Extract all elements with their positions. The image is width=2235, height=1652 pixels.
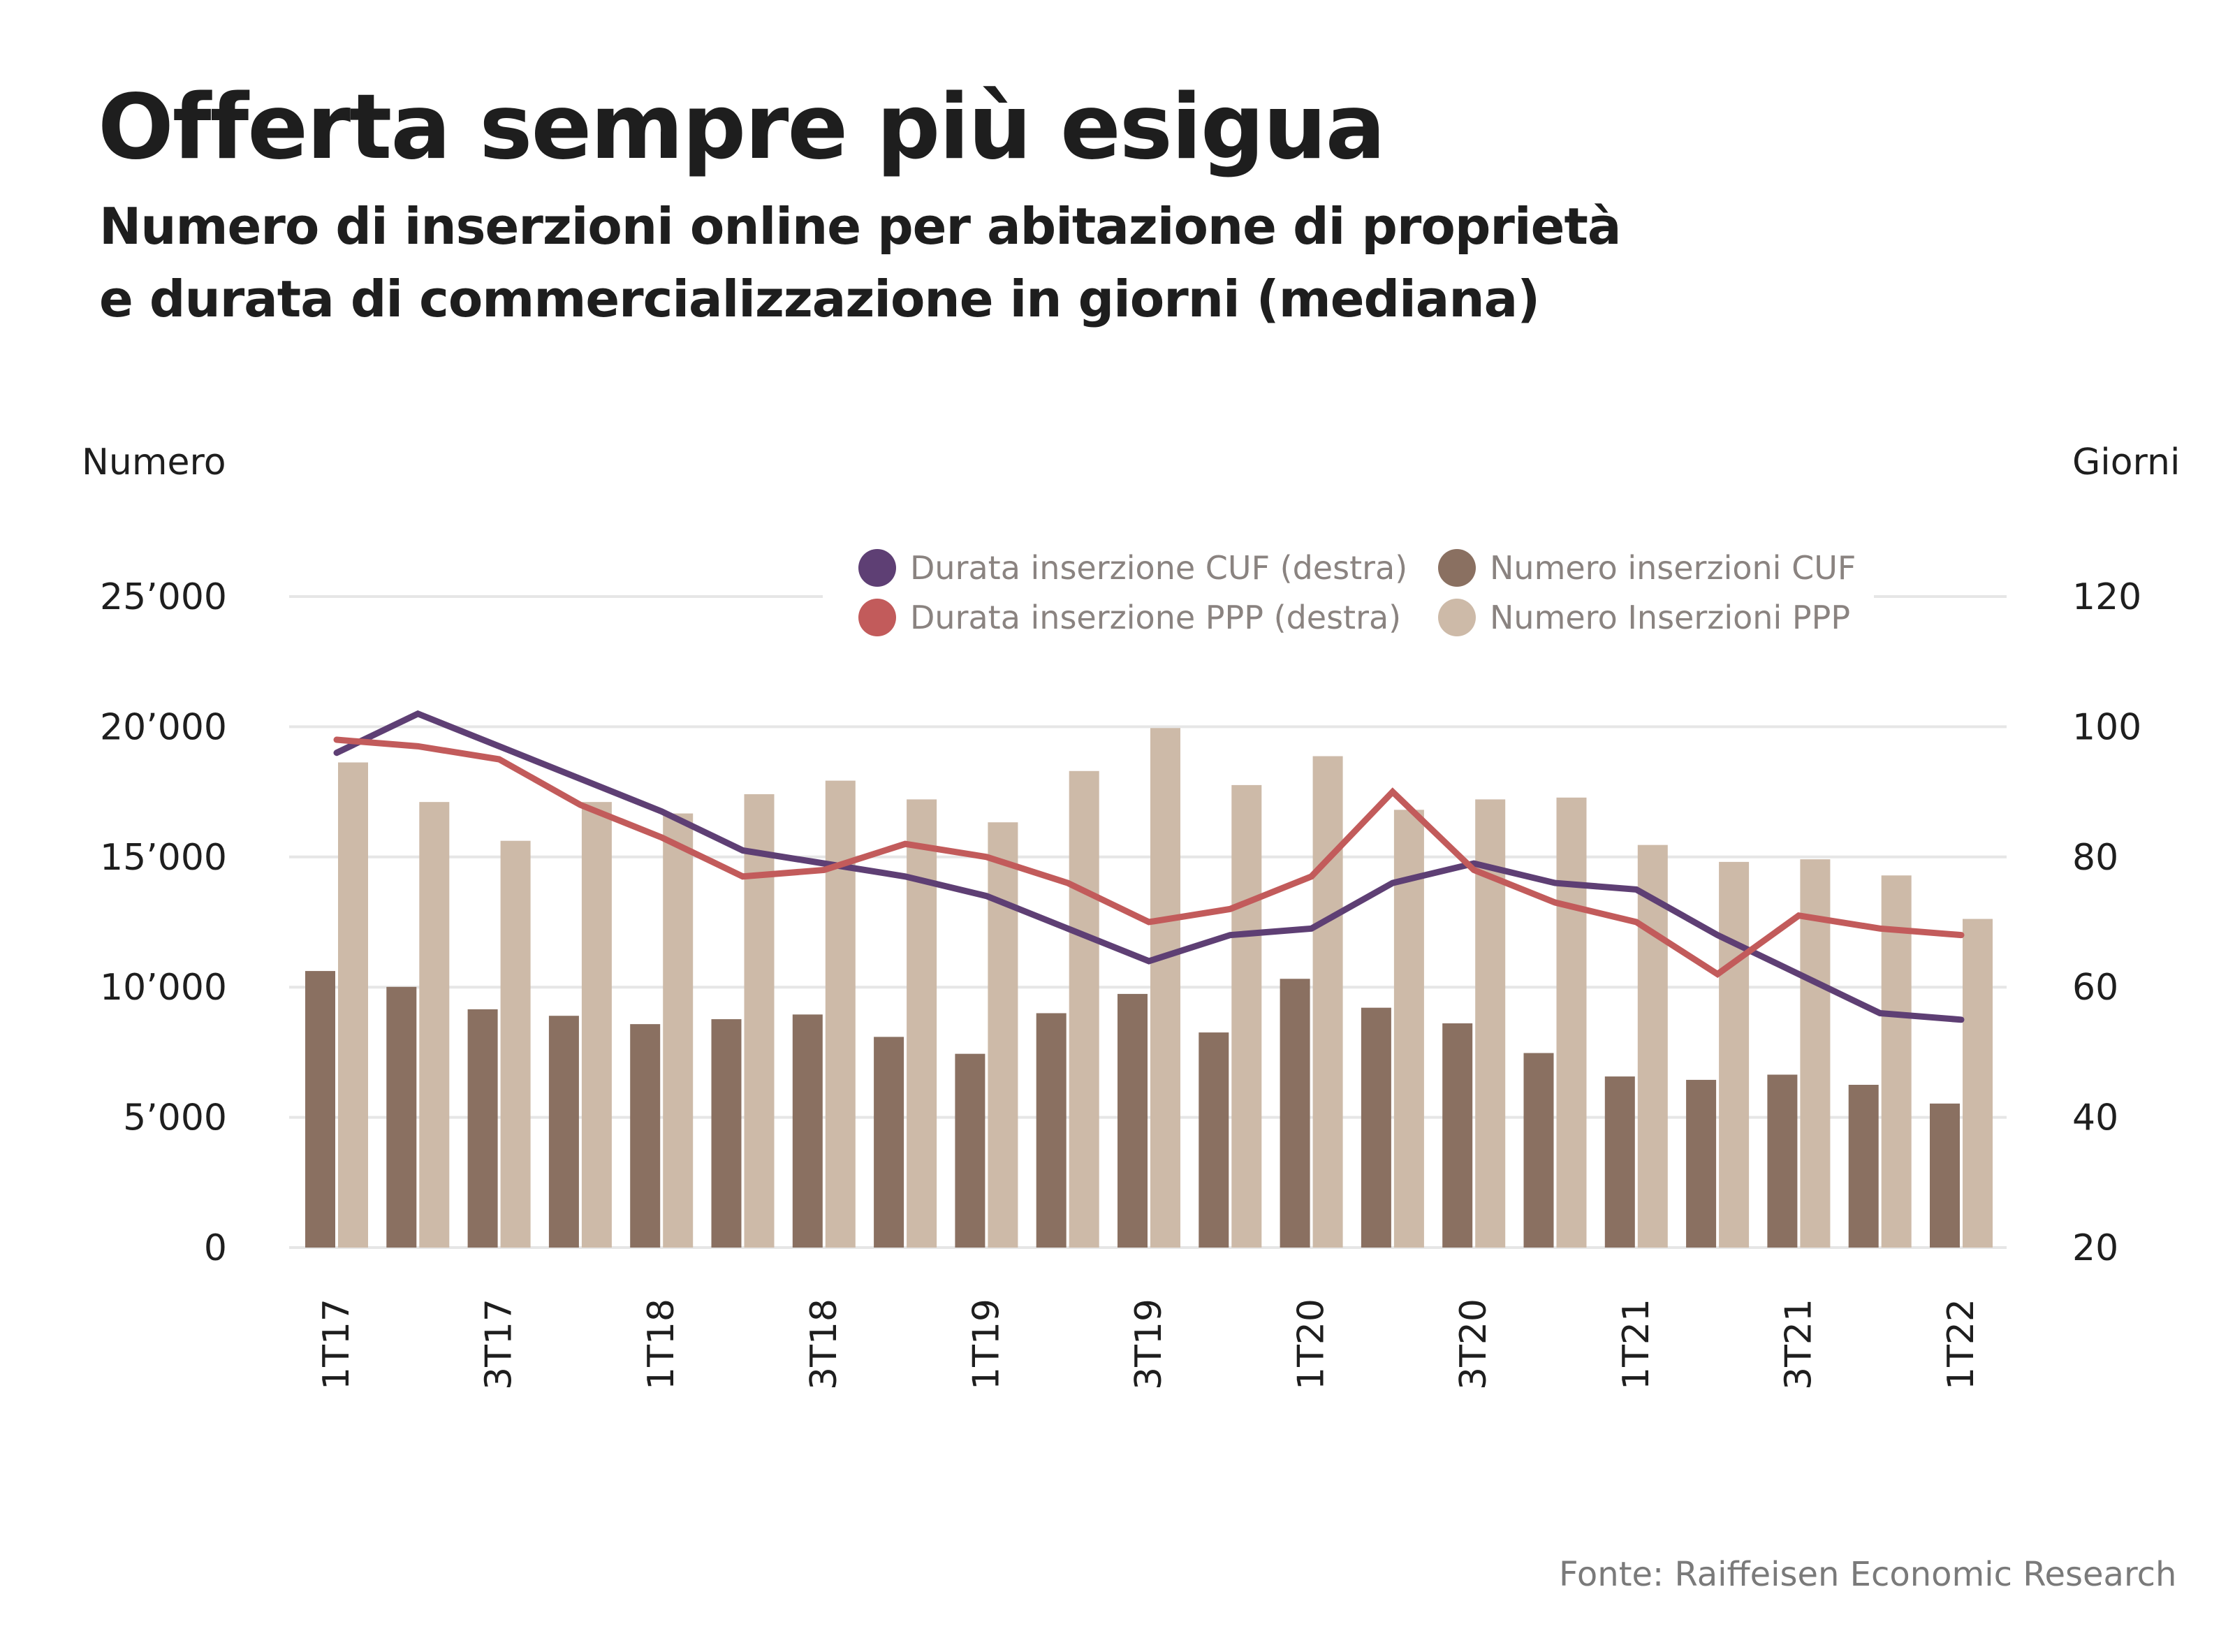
x-axis-tick-label: 3T20 xyxy=(1453,1299,1495,1390)
bar-numero-ppp xyxy=(907,799,937,1248)
line-durata-ppp xyxy=(333,736,1965,979)
bar-numero-ppp xyxy=(988,822,1018,1248)
bar-numero-ppp xyxy=(1963,919,1993,1248)
bar-numero-ppp xyxy=(581,802,612,1248)
x-axis-tick-label: 1T22 xyxy=(1940,1299,1982,1390)
bar-numero-cuf xyxy=(467,1009,498,1248)
bar-numero-ppp xyxy=(1881,875,1912,1248)
left-axis-tick-label: 10’000 xyxy=(100,967,227,1009)
bar-numero-cuf xyxy=(711,1019,742,1248)
bar-numero-cuf xyxy=(1036,1013,1067,1248)
bar-series xyxy=(305,728,1993,1248)
legend-marker-icon xyxy=(858,549,896,587)
x-axis-tick-label: 1T17 xyxy=(316,1299,358,1390)
bar-numero-cuf xyxy=(1930,1103,1960,1248)
bar-numero-ppp xyxy=(338,762,368,1248)
x-axis-tick-label: 1T18 xyxy=(640,1299,682,1390)
bar-numero-ppp xyxy=(1231,784,1262,1248)
source-note: Fonte: Raiffeisen Economic Research xyxy=(1559,1555,2177,1594)
chart-subtitle-line-2: e durata di commercializzazione in giorn… xyxy=(99,270,1540,328)
bar-numero-cuf xyxy=(630,1024,661,1248)
x-axis-ticks: 1T17 3T17 1T18 3T18 1T19 3T19 1T20 3T20 1T21 3T21… xyxy=(316,1299,1982,1390)
bar-numero-cuf xyxy=(955,1053,985,1248)
chart-title: Offerta sempre più esigua xyxy=(98,75,1386,180)
bar-numero-ppp xyxy=(663,813,694,1248)
bar-numero-cuf xyxy=(1848,1085,1879,1248)
left-axis-ticks: 0 5’000 10’000 15’000 20’000 25’000 xyxy=(100,576,227,1269)
left-axis-tick-label: 5’000 xyxy=(123,1097,227,1139)
left-axis-tick-label: 25’000 xyxy=(100,576,227,618)
bar-numero-cuf xyxy=(1118,993,1148,1248)
bar-numero-cuf xyxy=(792,1014,823,1248)
bar-numero-ppp xyxy=(500,840,531,1248)
bar-numero-cuf xyxy=(1361,1007,1391,1248)
bar-numero-cuf xyxy=(1523,1053,1554,1248)
x-axis-tick-label: 3T17 xyxy=(478,1299,520,1390)
x-axis-tick-label: 1T19 xyxy=(965,1299,1007,1390)
right-axis-tick-label: 20 xyxy=(2072,1227,2118,1269)
bar-numero-ppp xyxy=(1150,728,1180,1248)
bar-numero-cuf xyxy=(1767,1074,1798,1248)
bar-numero-ppp xyxy=(1800,859,1831,1248)
bar-numero-ppp xyxy=(1719,861,1750,1248)
bar-numero-cuf xyxy=(1280,979,1310,1248)
x-axis-tick-label: 1T20 xyxy=(1291,1299,1333,1390)
right-axis-tick-label: 40 xyxy=(2072,1097,2118,1139)
legend-marker-icon xyxy=(1438,599,1476,636)
bar-numero-cuf xyxy=(548,1016,579,1248)
bar-numero-ppp xyxy=(419,802,450,1248)
right-axis-title: Giorni xyxy=(2072,441,2181,483)
legend-label: Numero inserzioni CUF xyxy=(1490,549,1856,587)
bar-numero-ppp xyxy=(825,780,856,1248)
chart-subtitle: Numero di inserzioni online per abitazio… xyxy=(99,190,1621,335)
legend-background xyxy=(823,538,1874,650)
legend-label: Numero Inserzioni PPP xyxy=(1490,599,1850,636)
legend-label: Durata inserzione CUF (destra) xyxy=(910,549,1407,587)
right-axis-tick-label: 60 xyxy=(2072,967,2118,1009)
right-axis-ticks: 20 40 60 80 100 120 xyxy=(2072,576,2141,1269)
bar-numero-cuf xyxy=(874,1037,904,1248)
right-axis-tick-label: 80 xyxy=(2072,837,2118,879)
bar-numero-cuf xyxy=(1604,1076,1635,1248)
chart-subtitle-line-1: Numero di inserzioni online per abitazio… xyxy=(99,197,1621,256)
x-axis-tick-label: 1T21 xyxy=(1615,1299,1657,1390)
legend-marker-icon xyxy=(1438,549,1476,587)
bar-numero-cuf xyxy=(386,986,417,1248)
bar-numero-cuf xyxy=(1686,1079,1717,1248)
left-axis-title: Numero xyxy=(82,441,226,483)
line-series xyxy=(333,710,1965,1023)
left-axis-tick-label: 0 xyxy=(204,1227,227,1269)
bar-numero-cuf xyxy=(1199,1032,1229,1248)
left-axis-tick-label: 15’000 xyxy=(100,837,227,879)
bar-numero-cuf xyxy=(1442,1023,1473,1248)
right-axis-tick-label: 120 xyxy=(2072,576,2141,618)
legend-label: Durata inserzione PPP (destra) xyxy=(910,599,1401,636)
bar-numero-ppp xyxy=(744,794,775,1248)
bar-numero-ppp xyxy=(1637,845,1668,1248)
right-axis-tick-label: 100 xyxy=(2072,706,2141,748)
x-axis-tick-label: 3T18 xyxy=(803,1299,845,1390)
bar-numero-ppp xyxy=(1069,770,1099,1248)
legend-marker-icon xyxy=(858,599,896,636)
legend: Durata inserzione CUF (destra) Numero ins… xyxy=(823,538,1874,650)
x-axis-tick-label: 3T19 xyxy=(1128,1299,1170,1390)
line-durata-cuf xyxy=(333,710,1965,1023)
bar-numero-cuf xyxy=(305,971,335,1248)
left-axis-tick-label: 20’000 xyxy=(100,706,227,748)
bar-numero-ppp xyxy=(1556,797,1587,1248)
bar-numero-ppp xyxy=(1312,756,1343,1248)
x-axis-tick-label: 3T21 xyxy=(1778,1299,1819,1390)
